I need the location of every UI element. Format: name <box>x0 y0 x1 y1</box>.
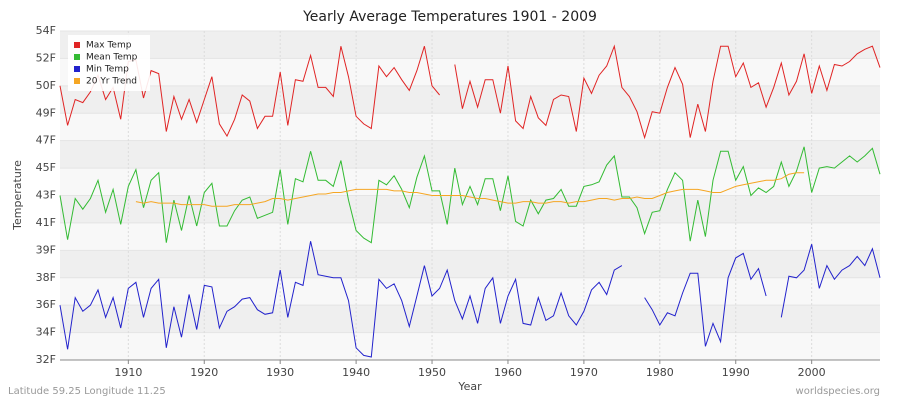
legend-label: Mean Temp <box>86 53 138 63</box>
footer-left: Latitude 59.25 Longitude 11.25 <box>8 386 166 397</box>
x-tick-label: 1940 <box>342 366 370 379</box>
x-tick-label: 1910 <box>114 366 142 379</box>
legend-label: Max Temp <box>86 41 132 51</box>
grid-band <box>60 195 880 223</box>
legend-swatch <box>74 54 80 60</box>
footer-right: worldspecies.org <box>796 386 880 397</box>
x-tick-label: 1930 <box>266 366 294 379</box>
series-line <box>59 241 881 358</box>
legend-swatch <box>74 66 80 72</box>
grid-band <box>60 140 880 169</box>
x-tick-label: 1960 <box>494 366 522 379</box>
series-line <box>59 44 881 140</box>
y-tick-label: 50F <box>36 79 56 92</box>
y-tick-label: 54F <box>36 24 56 37</box>
x-tick-label: 1920 <box>190 366 218 379</box>
grid-band <box>60 250 880 278</box>
legend-swatch <box>74 42 80 48</box>
y-tick-label: 43F <box>36 189 56 202</box>
x-tick-label: 1970 <box>570 366 598 379</box>
x-tick-label: 1980 <box>646 366 674 379</box>
legend: Max Temp Mean Temp Min Temp 20 Yr Trend <box>68 35 150 91</box>
grid-band <box>60 85 880 114</box>
y-tick-label: 47F <box>36 134 56 147</box>
grid-band <box>60 31 880 59</box>
y-tick-label: 39F <box>36 243 56 256</box>
legend-box <box>68 35 150 91</box>
x-axis-label: Year <box>457 380 482 393</box>
y-tick-label: 32F <box>36 353 56 366</box>
legend-label: 20 Yr Trend <box>86 77 137 87</box>
y-axis-label: Temperature <box>11 160 24 231</box>
x-tick-label: 1950 <box>418 366 446 379</box>
series-line <box>59 146 881 244</box>
x-tick-label: 1990 <box>722 366 750 379</box>
y-tick-label: 49F <box>36 106 56 119</box>
x-tick-label: 2000 <box>798 366 826 379</box>
y-tick-label: 36F <box>36 298 56 311</box>
y-tick-label: 52F <box>36 51 56 64</box>
legend-swatch <box>74 78 80 84</box>
y-tick-label: 41F <box>36 216 56 229</box>
legend-label: Min Temp <box>86 65 129 75</box>
y-tick-label: 34F <box>36 326 56 339</box>
y-tick-label: 38F <box>36 271 56 284</box>
y-tick-label: 45F <box>36 161 56 174</box>
chart-title: Yearly Average Temperatures 1901 - 2009 <box>302 9 597 25</box>
series-line <box>135 172 805 207</box>
